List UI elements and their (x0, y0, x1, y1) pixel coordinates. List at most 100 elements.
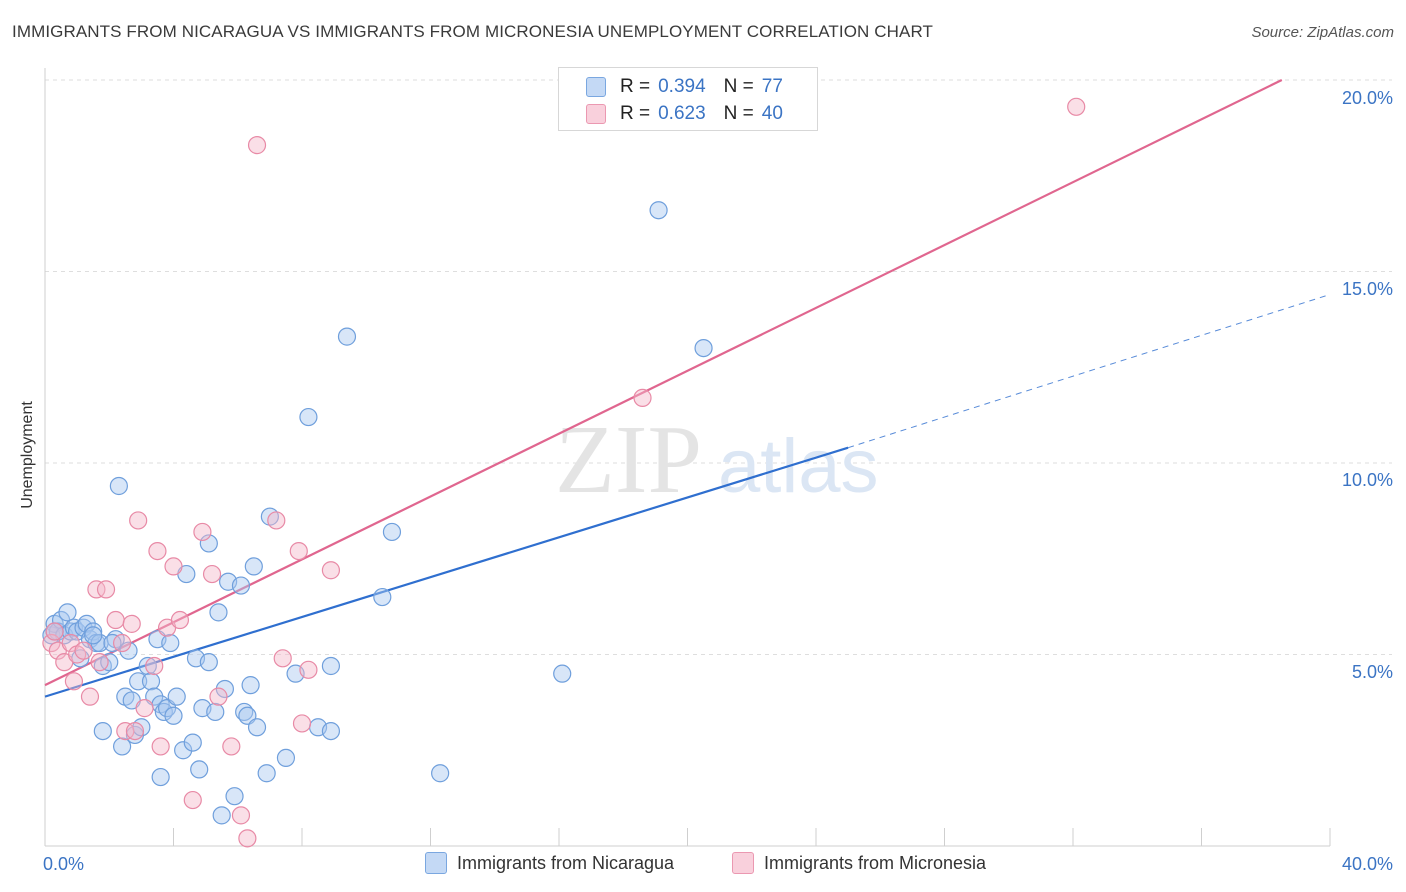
legend-swatch-blue (586, 77, 606, 97)
micronesia-point (193, 522, 212, 542)
micronesia-point (64, 672, 84, 691)
nicaragua-point (129, 672, 148, 691)
y-tick-label-15: 15.0% (1342, 279, 1393, 299)
micronesia-point (122, 614, 141, 633)
micronesia-point (106, 610, 125, 630)
nicaragua-point (206, 702, 225, 722)
axes (44, 68, 1331, 847)
nicaragua-point (93, 721, 112, 741)
micronesia-point (74, 641, 93, 660)
nicaragua-point (199, 653, 218, 672)
legend-r-value: 0.623 (658, 103, 706, 124)
y-tick-label-10: 10.0% (1342, 470, 1393, 490)
legend-swatch-pink (732, 852, 754, 874)
nicaragua-point (212, 806, 231, 825)
micronesia-point (231, 806, 251, 825)
micronesia-point (151, 737, 170, 756)
micronesia-point (238, 829, 257, 848)
nicaragua-point (247, 718, 267, 737)
legend-n-label: N = (723, 76, 754, 97)
nicaragua-point (321, 656, 341, 676)
micronesia-point (129, 511, 148, 530)
legend-swatch-pink (586, 104, 606, 124)
watermark-zip: ZIP (555, 406, 702, 514)
micronesia-point (209, 687, 228, 706)
nicaragua-point (244, 557, 263, 576)
micronesia-point (125, 721, 145, 741)
micronesia-point (299, 660, 318, 679)
micronesia-point (112, 633, 132, 653)
nicaragua-point (164, 706, 183, 725)
legend-r-label: R = (620, 103, 651, 124)
nicaragua-point (431, 764, 450, 783)
legend-r-label: R = (620, 76, 651, 97)
micronesia-point (170, 610, 190, 630)
nicaragua-point (231, 576, 251, 595)
micronesia-point (633, 388, 652, 407)
micronesia-point (247, 136, 267, 155)
nicaragua-point (167, 687, 186, 706)
nicaragua-point (321, 721, 341, 741)
nicaragua-point (553, 664, 572, 683)
nicaragua-point (103, 633, 122, 653)
nicaragua-point (84, 622, 103, 641)
nicaragua-point (141, 672, 161, 691)
micronesia-point (273, 649, 292, 668)
micronesia-point (1067, 97, 1086, 116)
micronesia-point (183, 790, 202, 810)
legend-n-label: N = (723, 103, 754, 124)
legend-n-value: 40 (761, 103, 783, 124)
watermark-atlas: atlas (718, 424, 879, 509)
nicaragua-point (257, 764, 276, 783)
micronesia-point (202, 564, 222, 584)
micronesia-point (164, 557, 183, 576)
nicaragua-point (299, 407, 318, 427)
y-tick-label-5: 5.0% (1352, 662, 1393, 682)
legend-row-micronesia: R = 0.623 N = 40 (559, 100, 801, 128)
x-tick-label-max: 40.0% (1342, 854, 1393, 874)
micronesia-point (292, 714, 312, 733)
nicaragua-point (183, 733, 202, 752)
grid-lines (45, 79, 1392, 655)
nicaragua-point (174, 741, 193, 760)
trendline-solid (44, 446, 849, 698)
micronesia-point (116, 721, 135, 741)
nicaragua-point (337, 327, 357, 346)
micronesia-point (267, 511, 286, 530)
data-points (42, 97, 1086, 848)
nicaragua-point (373, 587, 392, 607)
series-legend-micronesia: Immigrants from Micronesia (732, 852, 986, 874)
source-credit: Source: ZipAtlas.com (1251, 24, 1394, 41)
series-legend-label: Immigrants from Micronesia (764, 852, 987, 873)
watermark: ZIP atlas (555, 406, 879, 514)
chart-title: IMMIGRANTS FROM NICARAGUA VS IMMIGRANTS … (12, 22, 934, 41)
series-legend-nicaragua: Immigrants from Nicaragua (425, 852, 674, 874)
y-tick-label-20: 20.0% (1342, 88, 1393, 108)
nicaragua-point (241, 676, 260, 695)
micronesia-point (80, 687, 100, 706)
nicaragua-point (161, 633, 180, 653)
correlation-legend: R = 0.394 N = 77 R = 0.623 N = 40 (558, 67, 818, 131)
series-legend: Immigrants from Nicaragua Immigrants fro… (0, 852, 1406, 878)
nicaragua-point (209, 603, 228, 622)
legend-row-nicaragua: R = 0.394 N = 77 (559, 73, 801, 101)
nicaragua-point (382, 522, 402, 542)
series-legend-label: Immigrants from Nicaragua (457, 852, 675, 873)
micronesia-point (45, 622, 64, 641)
micronesia-point (222, 737, 241, 756)
nicaragua-point (109, 476, 128, 496)
nicaragua-point (58, 603, 77, 622)
nicaragua-point (276, 748, 296, 768)
legend-r-value: 0.394 (658, 76, 706, 97)
trendlines (44, 79, 1331, 698)
micronesia-point (289, 541, 308, 561)
nicaragua-point (190, 760, 209, 779)
tick-labels: 0.0% 40.0% 5.0% 10.0% 15.0% 20.0% (43, 88, 1393, 874)
trendline-solid (44, 79, 1283, 687)
legend-n-value: 77 (761, 76, 783, 97)
trendline-extension-dashed (847, 294, 1331, 449)
nicaragua-point (151, 767, 170, 787)
nicaragua-point (100, 653, 119, 672)
nicaragua-point (138, 656, 157, 676)
micronesia-point (96, 580, 116, 599)
